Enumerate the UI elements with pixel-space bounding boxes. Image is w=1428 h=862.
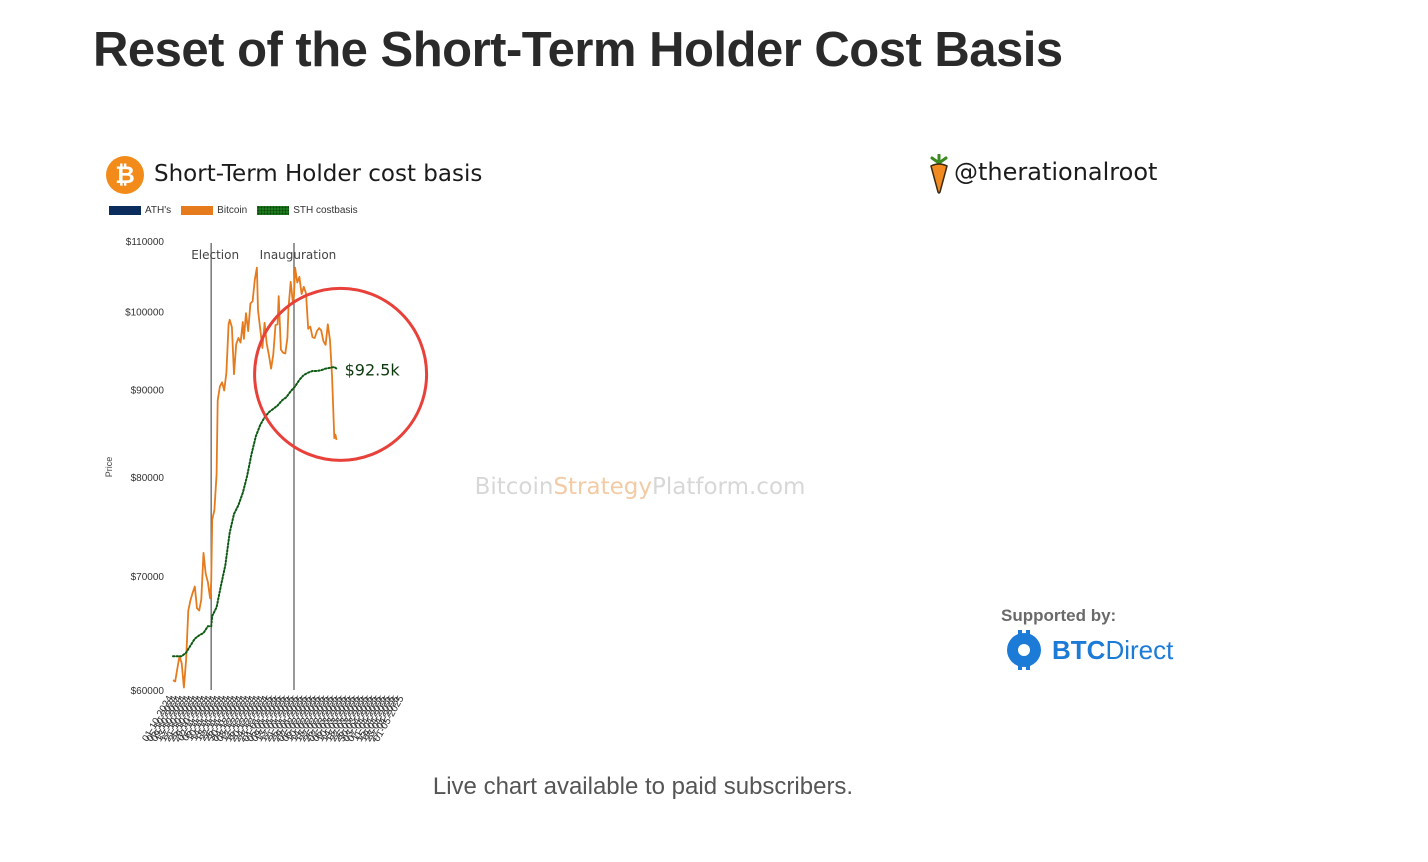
y-axis-label: Price bbox=[104, 457, 114, 478]
chart-legend: ATH's Bitcoin STH costbasis bbox=[109, 205, 358, 216]
y-tick-label: $100000 bbox=[125, 308, 164, 319]
sponsor-name-light: Direct bbox=[1105, 634, 1174, 665]
legend-label-sth: STH costbasis bbox=[293, 205, 358, 216]
legend-item-ath: ATH's bbox=[109, 205, 171, 216]
y-tick-label: $60000 bbox=[131, 686, 165, 697]
page-title: Reset of the Short-Term Holder Cost Basi… bbox=[93, 23, 1063, 77]
chart-title: Short-Term Holder cost basis bbox=[154, 161, 483, 187]
legend-swatch-sth bbox=[257, 206, 290, 215]
carrot-icon bbox=[930, 154, 948, 194]
sponsor-logo[interactable]: BTCDirect bbox=[1004, 628, 1173, 672]
legend-swatch-ath bbox=[109, 206, 141, 215]
event-label-1: Inauguration bbox=[260, 248, 337, 262]
event-label-0: Election bbox=[191, 248, 239, 262]
btcdirect-logo-icon bbox=[1007, 630, 1041, 670]
legend-label-bitcoin: Bitcoin bbox=[217, 205, 248, 216]
highlight-circle bbox=[253, 286, 429, 462]
sth-value-annotation: $92.5k bbox=[345, 360, 401, 379]
legend-swatch-bitcoin bbox=[181, 206, 214, 215]
y-tick-label: $110000 bbox=[126, 237, 165, 248]
sponsor-name-bold: BTC bbox=[1052, 634, 1106, 665]
caption: Live chart available to paid subscribers… bbox=[432, 773, 854, 800]
legend-label-ath: ATH's bbox=[145, 205, 172, 216]
bitcoin-price-line bbox=[172, 266, 338, 689]
supported-by-label: Supported by: bbox=[1001, 606, 1117, 625]
y-tick-label: $70000 bbox=[131, 572, 165, 583]
sth-costbasis-line bbox=[172, 365, 339, 658]
legend-item-sth: STH costbasis bbox=[257, 205, 358, 216]
y-tick-label: $80000 bbox=[131, 473, 165, 484]
author-handle[interactable]: @therationalroot bbox=[954, 158, 1158, 186]
bitcoin-logo-icon: ₿ bbox=[106, 156, 144, 194]
y-tick-label: $90000 bbox=[131, 386, 165, 397]
sponsor-name: BTCDirect bbox=[1052, 635, 1173, 666]
watermark: BitcoinStrategyPlatform.com bbox=[475, 474, 806, 500]
legend-item-bitcoin: Bitcoin bbox=[181, 205, 247, 216]
